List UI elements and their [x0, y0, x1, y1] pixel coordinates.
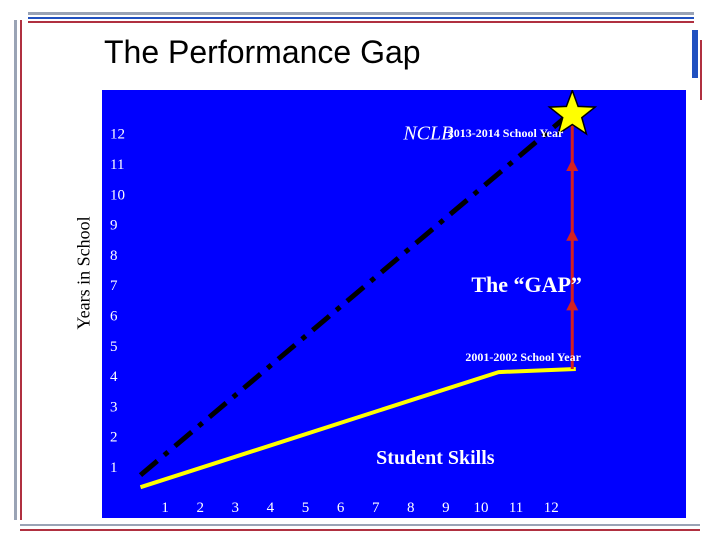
x-tick-label-10: 10 — [474, 500, 489, 516]
frame-top-red — [28, 21, 694, 23]
gap-arrow-1 — [566, 298, 579, 311]
y-tick-label-12: 12 — [110, 127, 125, 143]
y-tick-label-11: 11 — [110, 157, 124, 173]
y-tick-label-1: 1 — [110, 460, 118, 476]
frame-top-blue — [28, 17, 694, 19]
x-tick-label-4: 4 — [267, 500, 275, 516]
frame-left-red — [20, 20, 22, 520]
x-tick-label-8: 8 — [407, 500, 415, 516]
y-axis-label: Years in School — [73, 216, 94, 330]
annotation-year-top: 2013-2014 School Year — [448, 126, 564, 140]
x-tick-label-12: 12 — [544, 500, 559, 516]
frame-left-gray — [14, 20, 17, 520]
y-tick-label-8: 8 — [110, 248, 118, 264]
x-tick-label-3: 3 — [232, 500, 240, 516]
y-tick-label-7: 7 — [110, 278, 118, 294]
x-tick-label-6: 6 — [337, 500, 345, 516]
goal-star — [547, 90, 598, 136]
x-tick-label-9: 9 — [442, 500, 450, 516]
annotation-nclb: NCLB — [402, 123, 453, 145]
y-tick-label-10: 10 — [110, 187, 125, 203]
annotation-year-bottom: 2001-2002 School Year — [465, 350, 581, 364]
gap-arrow-2 — [566, 228, 579, 241]
plot-area: 1 2 3 4 5 6 7 8 9 10 11 12 1 2 3 4 5 6 7 8 9 10 11 12 NCLB 2013-2… — [102, 90, 686, 516]
annotation-gap-label: The “GAP” — [471, 272, 582, 297]
x-tick-label-1: 1 — [161, 500, 169, 516]
x-tick-label-7: 7 — [372, 500, 380, 516]
y-tick-label-3: 3 — [110, 399, 118, 415]
x-tick-label-2: 2 — [196, 500, 204, 516]
slide-title: The Performance Gap — [104, 34, 421, 70]
frame-top-gray — [28, 12, 694, 15]
y-tick-label-6: 6 — [110, 309, 118, 325]
frame-bottom-red — [20, 529, 700, 531]
gap-arrow-3 — [566, 159, 579, 172]
x-axis-strip — [102, 492, 686, 518]
y-tick-label-9: 9 — [110, 218, 118, 234]
y-tick-label-5: 5 — [110, 339, 118, 355]
y-tick-label-4: 4 — [110, 369, 118, 385]
frame-right-blue — [692, 30, 698, 78]
frame-right-red — [700, 40, 702, 100]
x-tick-label-11: 11 — [509, 500, 523, 516]
annotation-skills-label: Student Skills — [376, 447, 495, 469]
y-tick-label-2: 2 — [110, 430, 118, 446]
series-line-skills — [139, 367, 576, 490]
x-tick-label-5: 5 — [302, 500, 310, 516]
series-line-nclb — [138, 106, 578, 478]
frame-bottom-gray — [20, 524, 700, 526]
